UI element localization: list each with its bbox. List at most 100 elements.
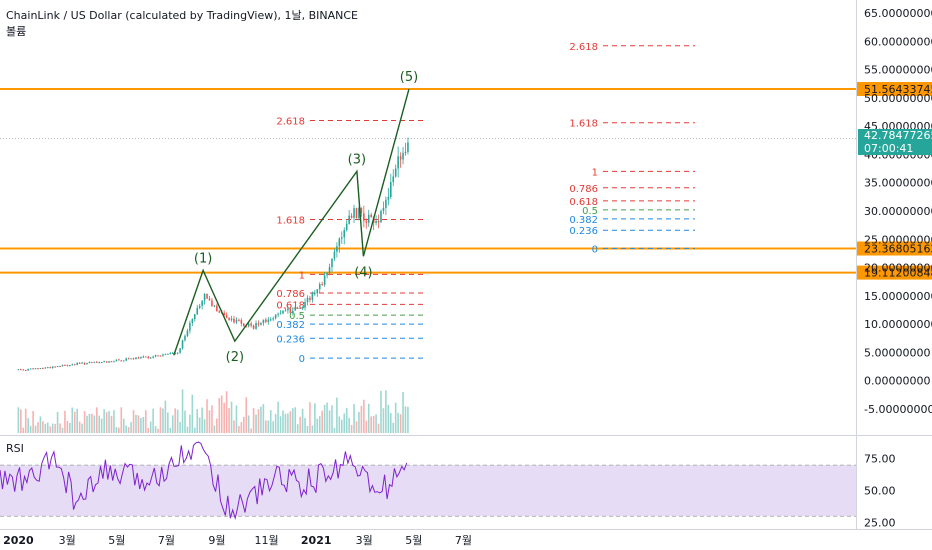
- volume-bar: [309, 402, 311, 433]
- volume-bar: [76, 408, 78, 433]
- price-tick-label: 65.00000000: [864, 7, 932, 20]
- candle-body: [56, 365, 59, 367]
- volume-bar: [91, 413, 93, 433]
- volume-bar: [272, 421, 274, 433]
- candle-body: [162, 354, 164, 356]
- candle-body: [345, 223, 348, 231]
- price-tick-label: 15.00000000: [864, 290, 932, 303]
- volume-bar: [93, 415, 96, 433]
- horizontal-level-badge: [857, 265, 932, 280]
- candle-body: [49, 367, 52, 369]
- candle-body: [203, 293, 206, 301]
- candle-body: [61, 364, 64, 367]
- rsi-indicator: [0, 441, 856, 521]
- volume-bar: [42, 421, 44, 433]
- candle-body: [20, 369, 22, 371]
- volume-bar: [167, 412, 169, 433]
- volume-bar: [122, 418, 125, 433]
- fib-level-label: 0.618: [276, 300, 305, 311]
- candle-body: [34, 368, 37, 370]
- volume-bar: [174, 408, 176, 433]
- candle-body: [375, 220, 377, 224]
- candle-body: [380, 210, 382, 223]
- volume-bar: [365, 420, 368, 433]
- candle-body: [269, 319, 272, 321]
- candle-body: [225, 314, 228, 318]
- time-tick-label: 3월: [356, 534, 373, 547]
- elliott-wave-label: (3): [348, 152, 366, 167]
- time-tick-label: 7월: [455, 534, 472, 547]
- candle-body: [44, 367, 47, 369]
- price-tick-label: -5.00000000: [864, 403, 932, 416]
- volume-bar: [179, 422, 181, 433]
- candle-body: [321, 284, 323, 286]
- volume-bar: [331, 405, 333, 433]
- candle-body: [340, 237, 343, 239]
- volume-bar: [115, 427, 118, 433]
- candle-body: [169, 353, 172, 355]
- volume-bar: [144, 410, 147, 433]
- candle-body: [27, 368, 29, 371]
- volume-bars: [17, 389, 409, 433]
- candle-body: [255, 323, 257, 329]
- candle-body: [159, 355, 162, 357]
- price-tick-label: 55.00000000: [864, 64, 932, 77]
- candle-body: [287, 308, 289, 311]
- volume-bar: [311, 425, 314, 433]
- fib-level-label: 0.5: [582, 206, 598, 217]
- volume-bar: [140, 418, 142, 433]
- rsi-tick-label: 75.00: [864, 453, 896, 466]
- volume-bar: [61, 427, 64, 433]
- volume-bar: [137, 415, 140, 433]
- volume-bar: [233, 420, 235, 433]
- candle-body: [350, 215, 353, 218]
- candle-body: [296, 307, 299, 309]
- price-tick-label: 20.00000000: [864, 262, 932, 275]
- price-tick-label: 30.00000000: [864, 205, 932, 218]
- candle-body: [181, 340, 184, 349]
- candle-body: [389, 182, 392, 198]
- volume-bar: [39, 416, 42, 433]
- candle-body: [301, 307, 304, 309]
- candle-body: [265, 319, 267, 322]
- candle-body: [22, 369, 25, 371]
- volume-bar: [24, 408, 27, 433]
- volume-bar: [159, 407, 162, 433]
- volume-bar: [105, 412, 108, 433]
- candle-body: [272, 318, 274, 320]
- volume-bar: [193, 427, 196, 433]
- fib-level-label: 0.382: [569, 215, 598, 226]
- volume-bar: [211, 405, 213, 433]
- horizontal-level-label: 51.56433745: [864, 83, 932, 96]
- volume-bar: [269, 410, 272, 433]
- volume-bar: [338, 416, 341, 433]
- candle-body: [358, 207, 360, 219]
- candle-body: [69, 364, 71, 366]
- volume-bar: [213, 425, 216, 433]
- candle-body: [397, 156, 399, 169]
- price-tick-label: 25.00000000: [864, 233, 932, 246]
- candle-body: [98, 362, 101, 364]
- candle-body: [196, 307, 199, 315]
- volume-bar: [407, 406, 409, 433]
- rsi-band: [0, 465, 856, 517]
- price-tick-label: 0.00000000: [864, 375, 930, 388]
- volume-bar: [157, 428, 159, 433]
- candle-body: [348, 215, 350, 224]
- candle-body: [110, 361, 113, 363]
- candle-body: [306, 297, 309, 303]
- candle-body: [189, 323, 191, 331]
- candle-body: [88, 362, 91, 364]
- fib-level-label: 0.236: [276, 334, 305, 345]
- volume-bar: [29, 425, 32, 433]
- candle-body: [291, 310, 294, 313]
- volume-bar: [245, 397, 248, 433]
- candle-body: [343, 230, 346, 238]
- volume-bar: [363, 399, 365, 433]
- volume-bar: [345, 407, 348, 433]
- candle-body: [242, 323, 245, 327]
- candle-body: [394, 168, 397, 177]
- volume-bar: [132, 410, 135, 433]
- volume-bar: [370, 416, 372, 433]
